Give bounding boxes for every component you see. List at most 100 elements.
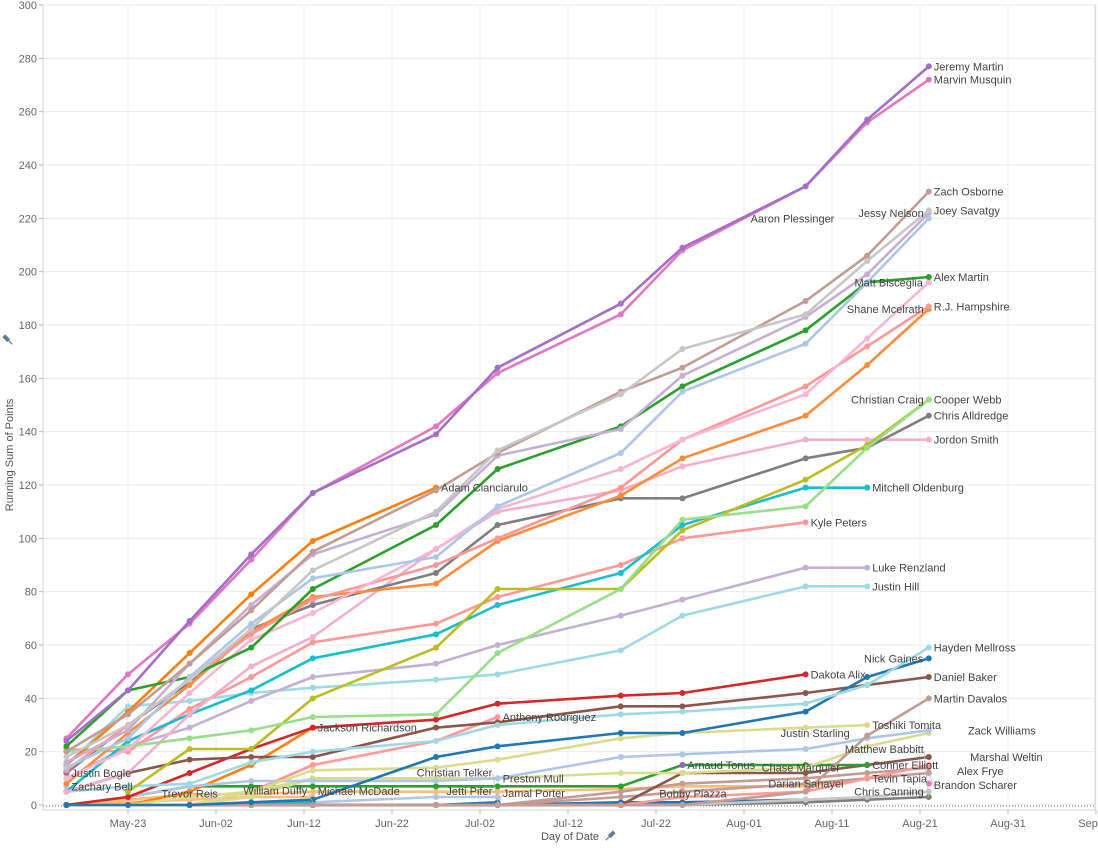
series-label: William Duffy <box>243 785 307 797</box>
data-point <box>494 722 501 728</box>
data-point <box>617 802 624 808</box>
data-point <box>925 695 932 702</box>
series-label: Conner Elliott <box>872 760 938 772</box>
series-label: Zachary Bell <box>71 781 132 793</box>
data-point <box>864 722 871 728</box>
series-label: Shane Mcelrath <box>847 304 924 316</box>
y-tick-label: 0 <box>31 800 37 812</box>
data-point <box>433 562 439 568</box>
data-point <box>494 714 501 720</box>
data-point <box>802 476 809 483</box>
data-point <box>494 466 501 472</box>
data-point <box>63 775 70 782</box>
data-point <box>309 548 316 555</box>
data-point <box>248 631 255 638</box>
x-tick-label: Jun-02 <box>199 818 233 830</box>
y-tick-label: 80 <box>25 587 37 599</box>
y-tick-label: 180 <box>19 320 37 332</box>
data-point <box>63 788 70 795</box>
data-point <box>864 743 871 750</box>
data-point <box>309 610 316 616</box>
data-point <box>802 788 809 795</box>
data-point <box>925 788 932 795</box>
series-label: Arnaud Tonus <box>687 760 755 772</box>
data-point <box>864 252 871 259</box>
data-point <box>617 311 624 318</box>
data-point <box>248 644 255 651</box>
data-point <box>309 655 316 662</box>
data-point <box>925 754 932 760</box>
data-point <box>864 335 871 342</box>
x-axis-title[interactable]: Day of Date <box>541 831 599 843</box>
x-tick-label: Jul-12 <box>553 818 583 830</box>
data-point <box>925 207 932 214</box>
data-point <box>494 370 501 376</box>
y-tick-label: 160 <box>19 373 37 385</box>
data-point <box>309 602 316 608</box>
series-label: Mitchell Oldenburg <box>872 483 964 495</box>
data-point <box>679 383 686 390</box>
y-tick-label: 200 <box>19 267 37 279</box>
series-jeremy-martin <box>63 63 932 744</box>
data-point <box>925 215 932 222</box>
x-axis-pin-icon[interactable] <box>604 830 616 841</box>
data-point <box>433 783 439 790</box>
data-point <box>494 700 501 707</box>
data-point <box>125 770 131 776</box>
series-label: Matt Bisceglia <box>854 277 923 289</box>
data-point <box>433 644 439 651</box>
data-point <box>309 596 316 603</box>
data-point <box>309 767 316 774</box>
series-label: Matthew Babbitt <box>845 744 924 756</box>
data-point <box>679 535 686 542</box>
series-label: Nick Gaines <box>864 653 924 665</box>
data-point <box>433 676 439 683</box>
data-point <box>248 663 255 670</box>
data-point <box>617 391 624 398</box>
series-label: Jeremy Martin <box>934 61 1004 73</box>
data-point <box>864 258 871 264</box>
data-point <box>186 618 193 624</box>
data-point <box>433 546 439 552</box>
data-point <box>802 412 809 419</box>
data-point <box>186 698 193 704</box>
series-line <box>66 398 930 753</box>
data-point <box>186 660 193 667</box>
data-point <box>309 796 316 803</box>
data-point <box>679 730 686 736</box>
x-tick-label: Jun-22 <box>375 818 409 830</box>
data-point <box>248 636 255 643</box>
data-point <box>186 770 193 776</box>
series-luke-renzland <box>63 564 871 782</box>
data-point <box>925 412 932 419</box>
data-point <box>802 746 809 752</box>
series-label: Martin Davalos <box>934 693 1008 705</box>
data-point <box>679 612 686 619</box>
data-point <box>925 63 932 70</box>
data-point <box>617 647 624 654</box>
x-tick-label: Aug-21 <box>902 818 937 830</box>
data-point <box>494 503 501 510</box>
data-point <box>248 620 255 627</box>
series-arnaud-tonus <box>679 762 686 768</box>
data-point <box>248 746 255 752</box>
data-point <box>864 271 871 278</box>
data-point <box>186 802 193 808</box>
y-axis-pin-icon[interactable] <box>2 334 13 345</box>
data-point <box>679 596 686 603</box>
series-label: Adam Cianciarulo <box>441 483 528 495</box>
data-point <box>617 450 624 456</box>
series-joey-savatgy <box>63 207 932 760</box>
series-lines <box>63 63 932 808</box>
data-point <box>309 538 316 544</box>
data-point <box>63 754 70 760</box>
y-tick-label: 60 <box>25 640 37 652</box>
data-point <box>617 703 624 710</box>
data-point <box>433 778 439 784</box>
series-label: Zack Williams <box>968 725 1036 737</box>
y-axis-title[interactable]: Running Sum of Points <box>4 398 16 511</box>
data-point <box>248 727 255 734</box>
data-point <box>617 562 624 568</box>
data-point <box>802 796 809 803</box>
series-label: Justin Bogle <box>71 768 131 780</box>
